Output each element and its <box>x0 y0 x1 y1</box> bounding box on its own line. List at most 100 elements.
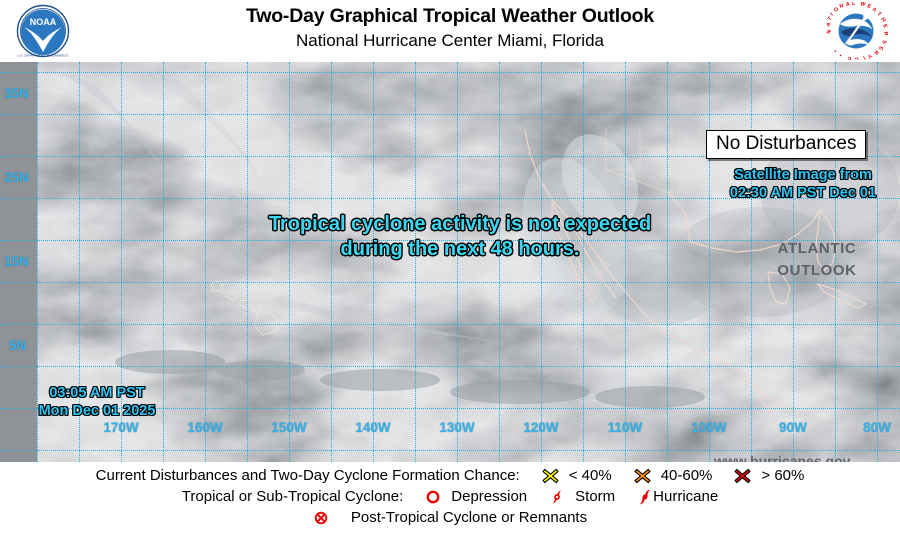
gridline-vertical <box>247 62 248 462</box>
legend-chance-mid: 40-60% <box>660 467 713 484</box>
svg-text:T: T <box>827 15 834 22</box>
page-title: Two-Day Graphical Tropical Weather Outlo… <box>245 5 655 27</box>
cyclone-message-line1: Tropical cyclone activity is not expecte… <box>268 213 652 235</box>
lon-label-110w: 110W <box>607 420 643 435</box>
lon-label-80w: 80W <box>863 420 891 435</box>
x-mid-icon <box>634 468 651 484</box>
gridline-horizontal <box>0 408 900 409</box>
satellite-imagery <box>0 62 900 462</box>
gridline-horizontal <box>0 450 900 451</box>
legend-chance-high: > 60% <box>761 467 805 484</box>
atlantic-outlook-line1: ATLANTIC <box>777 240 857 257</box>
title-block: Two-Day Graphical Tropical Weather Outlo… <box>90 4 810 53</box>
page-header: NOAA U.S. DEPARTMENT OF COMMERCE Two-Day… <box>0 0 900 62</box>
svg-text:A: A <box>825 22 832 28</box>
satellite-image-time: Satellite Image from 02:30 AM PST Dec 01 <box>718 166 888 202</box>
post-tropical-icon <box>313 510 329 526</box>
gridline-vertical <box>415 62 416 462</box>
svg-text:E: E <box>881 23 888 29</box>
gridline-vertical <box>793 62 794 462</box>
issuance-time: 03:05 AM PST Mon Dec 01 2025 <box>32 384 162 420</box>
gridline-horizontal <box>0 114 900 115</box>
gridline-vertical <box>877 62 878 462</box>
gridline-vertical <box>289 62 290 462</box>
svg-text:R: R <box>882 31 889 36</box>
atlantic-outlook-line2: OUTLOOK <box>777 262 857 279</box>
coastline-overlay <box>524 128 868 415</box>
gridline-vertical <box>205 62 206 462</box>
legend-panel: Current Disturbances and Two-Day Cyclone… <box>0 462 900 533</box>
svg-text:U.S. DEPARTMENT OF COMMERCE: U.S. DEPARTMENT OF COMMERCE <box>18 54 69 58</box>
gridline-vertical <box>709 62 710 462</box>
lon-label-130w: 130W <box>439 420 475 435</box>
satellite-edge-band <box>0 62 37 462</box>
depression-icon <box>425 489 441 505</box>
gridline-vertical <box>835 62 836 462</box>
lat-label-25n: 25N <box>4 170 29 185</box>
gridline-vertical <box>163 62 164 462</box>
svg-text:A: A <box>871 7 878 14</box>
gridline-vertical <box>625 62 626 462</box>
gridline-vertical <box>457 62 458 462</box>
legend-chance-low: < 40% <box>568 467 612 484</box>
gridline-horizontal <box>0 72 900 73</box>
gridline-horizontal <box>0 282 900 283</box>
page-subtitle: National Hurricane Center Miami, Florida <box>295 31 604 50</box>
gridline-vertical <box>121 62 122 462</box>
noaa-logo: NOAA U.S. DEPARTMENT OF COMMERCE <box>6 3 80 59</box>
gridline-horizontal <box>0 198 900 199</box>
gridline-vertical <box>667 62 668 462</box>
svg-text:L: L <box>852 2 856 7</box>
svg-text:N: N <box>839 3 845 10</box>
gridline-vertical <box>373 62 374 462</box>
legend-post-tropical-row: Post-Tropical Cyclone or Remnants <box>0 507 900 528</box>
nws-logo: N A T I O N A L W E A T H E R S E <box>820 1 892 62</box>
website-watermark: www.hurricanes.gov <box>714 453 851 462</box>
cyclone-message-line2: during the next 48 hours. <box>340 238 580 260</box>
lon-label-150w: 150W <box>271 420 307 435</box>
legend-hurricane: Hurricane <box>653 488 719 505</box>
svg-text:•: • <box>839 52 843 58</box>
gridline-vertical <box>541 62 542 462</box>
legend-cyclone-type-label: Tropical or Sub-Tropical Cyclone: <box>181 488 404 505</box>
gridline-horizontal <box>0 324 900 325</box>
gridline-vertical <box>751 62 752 462</box>
legend-formation-chance-label: Current Disturbances and Two-Day Cyclone… <box>95 467 520 484</box>
lat-label-15n: 15N <box>4 254 29 269</box>
svg-text:E: E <box>866 3 872 10</box>
hurricane-icon <box>637 489 653 505</box>
lon-label-90w: 90W <box>779 420 807 435</box>
gridline-horizontal <box>0 240 900 241</box>
gridline-vertical <box>37 62 38 462</box>
atlantic-outlook-link[interactable]: ATLANTIC OUTLOOK <box>752 238 882 282</box>
cyclone-activity-message: Tropical cyclone activity is not expecte… <box>255 212 665 262</box>
x-high-icon <box>734 468 751 484</box>
svg-text:V: V <box>866 53 873 60</box>
satellite-image-time-line1: Satellite Image from <box>734 167 872 183</box>
svg-text:H: H <box>879 17 886 24</box>
lon-label-120w: 120W <box>523 420 559 435</box>
issuance-time-line2: Mon Dec 01 2025 <box>38 403 156 419</box>
svg-text:E: E <box>877 45 884 51</box>
x-low-icon <box>542 468 559 484</box>
svg-text:S: S <box>880 40 887 45</box>
issuance-time-line1: 03:05 AM PST <box>49 385 145 401</box>
gridline-horizontal <box>0 156 900 157</box>
satellite-map[interactable]: 35N 25N 15N 5N 170W 160W 150W 140W 130W … <box>0 62 900 462</box>
lon-label-100w: 100W <box>691 420 727 435</box>
svg-text:A: A <box>846 2 851 8</box>
legend-depression: Depression <box>451 488 528 505</box>
legend-post-tropical: Post-Tropical Cyclone or Remnants <box>350 509 588 526</box>
no-disturbances-badge: No Disturbances <box>706 130 867 159</box>
gridline-vertical <box>79 62 80 462</box>
legend-cyclone-type-row: Tropical or Sub-Tropical Cyclone: Depres… <box>0 486 900 507</box>
gridline-vertical <box>331 62 332 462</box>
svg-text:R: R <box>872 49 879 56</box>
gridline-horizontal <box>0 366 900 367</box>
gridline-vertical <box>499 62 500 462</box>
svg-text:•: • <box>833 47 838 53</box>
svg-text:C: C <box>854 55 860 60</box>
svg-text:NOAA: NOAA <box>30 17 57 27</box>
satellite-image-time-line2: 02:30 AM PST Dec 01 <box>729 185 877 201</box>
